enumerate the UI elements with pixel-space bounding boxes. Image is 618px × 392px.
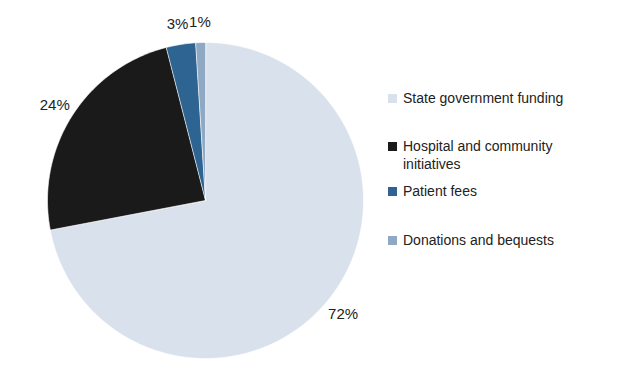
html-text:Hospital and community initiat: Hospital and community initiatives: [403, 138, 553, 172]
svg-text:72%: 72%: [328, 305, 358, 322]
svg-text:3%: 3%: [167, 15, 189, 32]
svg-text:1%: 1%: [189, 13, 211, 30]
html-text:State government funding: State government funding: [403, 90, 564, 106]
svg-text:24%: 24%: [40, 96, 70, 113]
html-text:Donations and bequests: Donations and bequests: [403, 232, 554, 248]
html-text:Patient fees: Patient fees: [403, 183, 477, 199]
